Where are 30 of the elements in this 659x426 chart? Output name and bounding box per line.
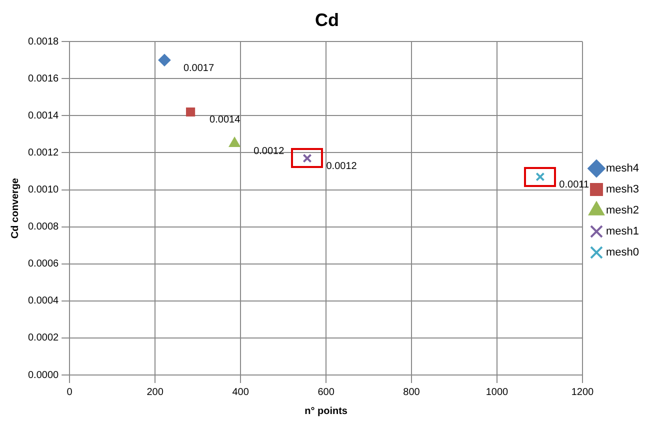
y-tick-label: 0.0014 <box>28 110 60 122</box>
y-tick-label: 0.0018 <box>28 36 60 48</box>
data-label: 0.0017 <box>183 62 214 74</box>
data-label: 0.0011 <box>559 180 590 191</box>
legend-label: mesh0 <box>606 246 640 259</box>
y-tick-label: 0.0010 <box>28 184 60 196</box>
y-tick-label: 0.0002 <box>28 332 60 344</box>
legend-label: mesh3 <box>606 184 640 196</box>
y-axis-title: Cd converge <box>10 178 21 239</box>
y-tick-label: 0.0008 <box>28 222 60 233</box>
x-tick-label: 0 <box>66 386 73 398</box>
x-tick-label: 1000 <box>486 386 509 398</box>
legend-label: mesh2 <box>606 204 640 217</box>
legend-label: mesh4 <box>606 162 640 175</box>
data-label: 0.0012 <box>326 161 358 172</box>
y-tick-label: 0.0000 <box>28 370 60 381</box>
y-tick-label: 0.0006 <box>28 258 60 270</box>
x-tick-label: 400 <box>232 386 250 398</box>
x-tick-label: 1200 <box>571 386 594 398</box>
y-tick-label: 0.0012 <box>28 147 60 158</box>
legend-label: mesh1 <box>606 226 640 238</box>
y-tick-label: 0.0016 <box>28 73 60 84</box>
chart-title: Cd <box>315 10 339 30</box>
y-tick-label: 0.0004 <box>28 296 60 307</box>
x-tick-label: 800 <box>403 386 420 398</box>
data-label: 0.0012 <box>254 146 285 158</box>
x-tick-label: 200 <box>146 386 164 398</box>
x-axis-title: n° points <box>304 406 348 417</box>
x-tick-label: 600 <box>318 386 335 398</box>
data-label: 0.0014 <box>210 114 241 126</box>
